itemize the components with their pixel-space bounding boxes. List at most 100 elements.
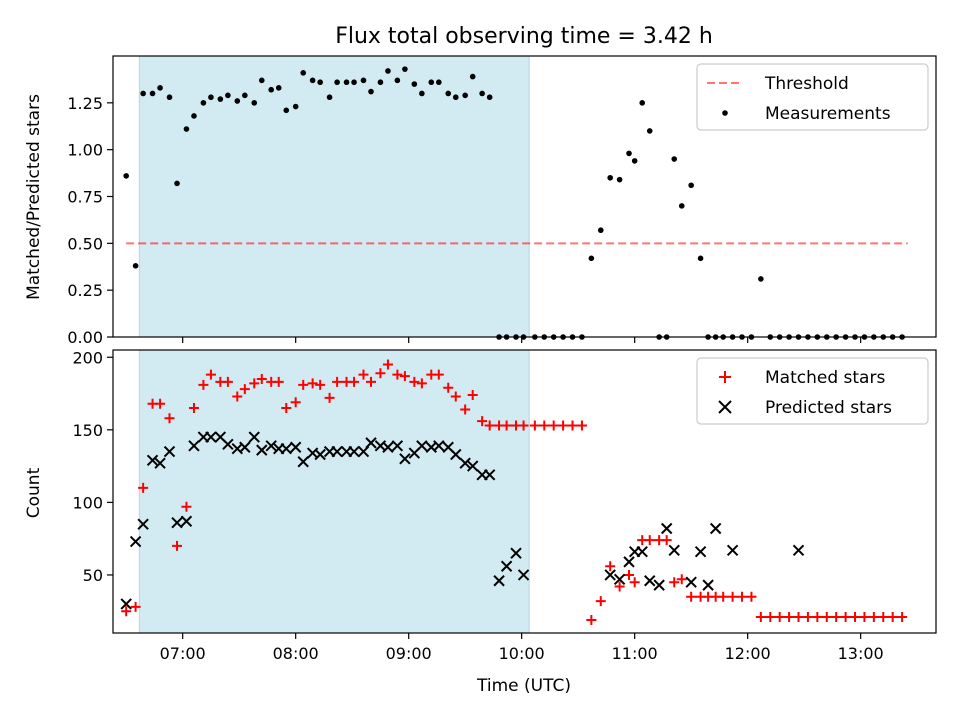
matched-stars-point — [868, 612, 879, 623]
top-y-tick-label: 0.00 — [67, 328, 103, 347]
predicted-stars-point — [163, 445, 176, 458]
bottom-y-tick-label: 150 — [72, 421, 103, 440]
predicted-stars-point — [391, 440, 404, 452]
matched-stars-point — [460, 404, 471, 415]
predicted-stars-point — [248, 431, 260, 443]
predicted-stars-point — [685, 576, 697, 588]
legend-label: Predicted stars — [765, 398, 892, 418]
measurements-point — [411, 81, 418, 87]
measurements-point — [646, 128, 653, 134]
predicted-stars-point — [467, 460, 479, 472]
bottom-panel: 50 100 150 200 07:00 08:00 09:00 10:00 11:00 12:0… — [72, 348, 937, 663]
matched-stars-point — [887, 612, 898, 623]
top-y-tick-label: 1.00 — [67, 141, 103, 160]
bottom-y-tick-label: 200 — [72, 348, 103, 367]
predicted-stars-point — [694, 546, 707, 558]
measurements-point — [183, 126, 190, 132]
predicted-stars-point — [660, 522, 673, 535]
top-y-axis-label: Matched/Predicted stars — [24, 94, 44, 300]
predicted-stars-point — [623, 556, 635, 568]
predicted-stars-point — [180, 515, 193, 527]
matched-stars-point — [661, 535, 672, 546]
predicted-stars-point — [510, 547, 522, 559]
matched-stars-point — [793, 612, 804, 623]
measurements-point — [166, 94, 173, 101]
matched-stars-point — [686, 591, 697, 602]
x-axis-label: Time (UTC) — [476, 676, 571, 696]
matched-stars-point — [518, 420, 529, 431]
matched-stars-point — [859, 612, 870, 623]
measurements-point — [479, 90, 485, 97]
predicted-stars-point — [726, 544, 739, 556]
top-observing-span — [138, 55, 530, 338]
predicted-stars-point — [702, 579, 714, 591]
measurements-point — [149, 90, 156, 97]
matched-stars-point — [443, 382, 454, 393]
measurements-point — [639, 100, 646, 106]
matched-stars-point — [558, 420, 569, 431]
measurements-point — [242, 92, 248, 99]
predicted-stars-point — [297, 456, 309, 468]
measurements-point — [251, 100, 258, 106]
bottom-y-axis-label: Count — [24, 467, 44, 518]
predicted-stars-point — [792, 544, 805, 556]
predicted-stars-point — [314, 448, 326, 461]
matched-stars-point — [644, 535, 655, 546]
matched-stars-point — [222, 376, 233, 387]
x-tick-label: 08:00 — [273, 644, 319, 663]
measurements-point — [678, 203, 685, 209]
matched-stars-point — [595, 596, 606, 607]
bottom-observing-span — [138, 349, 530, 634]
top-y-tick-label: 0.25 — [67, 281, 103, 300]
measurements-point — [452, 94, 459, 101]
predicted-stars-point — [493, 575, 505, 587]
matched-stars-point — [586, 614, 597, 625]
matched-stars-point — [392, 369, 403, 380]
measurements-point — [385, 68, 391, 74]
predicted-stars-point — [265, 440, 277, 452]
predicted-stars-point — [483, 469, 496, 481]
matched-stars-point — [281, 403, 292, 414]
matched-stars-point — [416, 378, 427, 389]
measurements-point — [626, 150, 632, 157]
predicted-stars-point — [382, 441, 394, 453]
predicted-stars-point — [146, 454, 159, 467]
predicted-stars-point — [222, 438, 234, 451]
measurements-point — [225, 92, 231, 99]
measurements-point — [157, 85, 163, 91]
matched-stars-point — [629, 577, 640, 588]
legend-matched-swatch — [719, 371, 731, 383]
matched-stars-point — [298, 379, 309, 390]
predicted-stars-point — [188, 440, 200, 452]
matched-stars-point — [548, 420, 559, 431]
matched-stars-point — [399, 371, 410, 382]
measurements-point — [419, 90, 425, 97]
predicted-stars-point — [129, 535, 142, 548]
measurements-point — [292, 103, 299, 110]
x-tick-label: 12:00 — [725, 644, 771, 663]
predicted-stars-point — [500, 560, 513, 572]
matched-stars-point — [614, 581, 625, 592]
measurements-point — [402, 66, 408, 72]
matched-stars-point — [539, 420, 550, 431]
matched-stars-point — [307, 378, 318, 389]
matched-stars-point — [567, 420, 578, 431]
matched-stars-point — [130, 601, 141, 612]
predicted-stars-point — [668, 544, 680, 556]
matched-stars-point — [164, 413, 175, 424]
matched-stars-point — [324, 392, 335, 403]
measurements-point — [268, 86, 274, 93]
measurements-point — [588, 255, 595, 262]
matched-stars-point — [878, 612, 889, 623]
matched-stars-point — [188, 403, 199, 414]
matched-stars-point — [765, 612, 776, 623]
measurements-point — [688, 182, 694, 189]
x-tick-label: 10:00 — [499, 644, 545, 663]
matched-stars-point — [821, 612, 832, 623]
measurements-point — [200, 100, 207, 106]
matched-stars-point — [831, 612, 842, 623]
matched-stars-point — [433, 369, 444, 380]
matched-stars-point — [315, 379, 326, 390]
matched-stars-point — [840, 612, 851, 623]
measurements-point — [234, 98, 241, 104]
